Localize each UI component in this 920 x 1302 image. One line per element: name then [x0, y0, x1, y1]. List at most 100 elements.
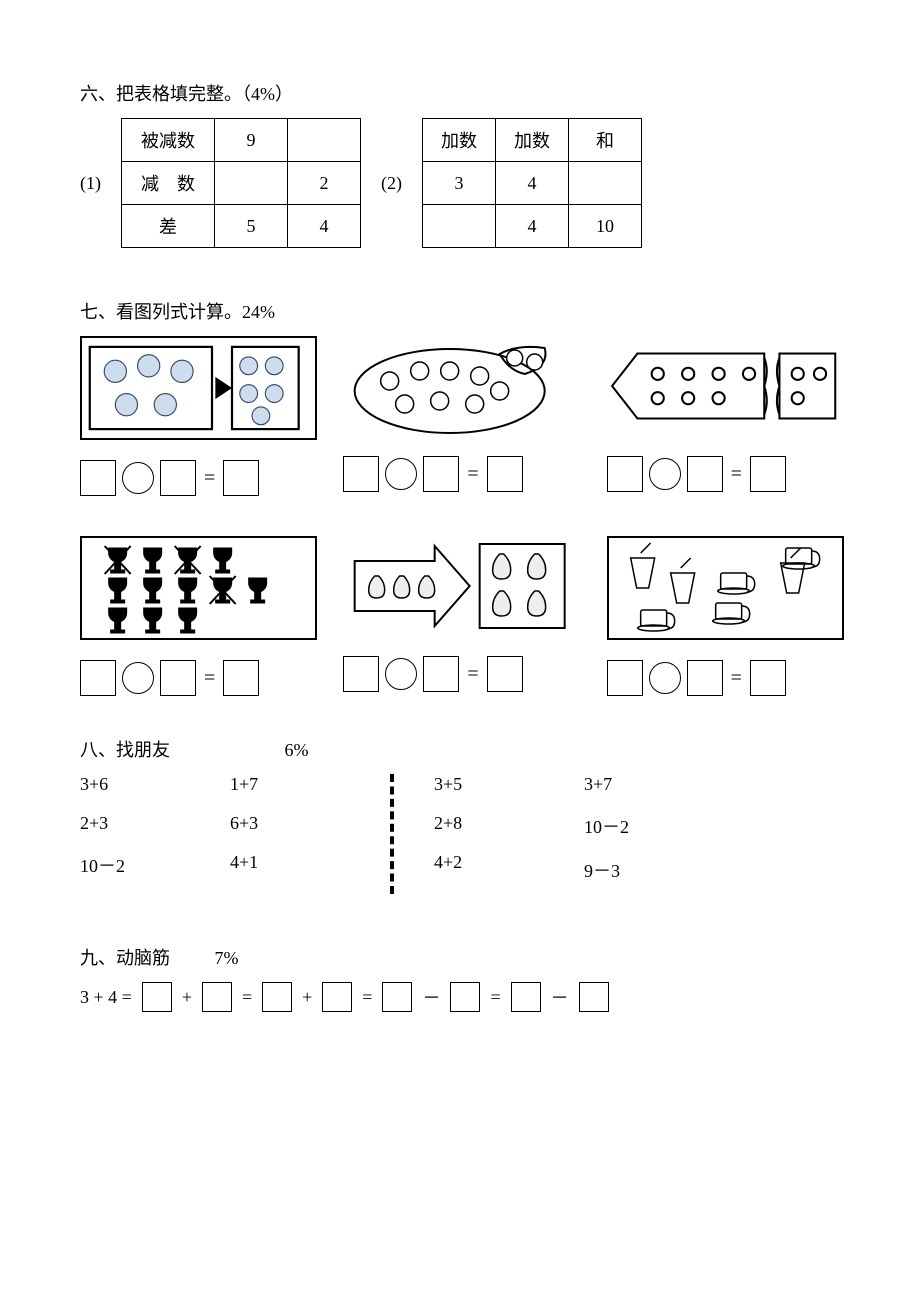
expr: 4+2 — [434, 852, 584, 873]
equals-sign: = — [242, 987, 252, 1008]
eq-box[interactable] — [223, 660, 259, 696]
plus-sign: + — [182, 987, 192, 1008]
eq-box[interactable] — [80, 660, 116, 696]
pears-image — [343, 536, 576, 636]
eq-dots: = — [607, 456, 786, 492]
trophies-image — [80, 536, 317, 640]
eq-box[interactable] — [142, 982, 172, 1012]
sec7-item-flowers: = — [80, 336, 313, 496]
equals-sign: = — [729, 463, 744, 486]
sec7-item-dots: = — [607, 336, 840, 496]
table2-label: (2) — [381, 173, 402, 194]
expr: 9－3 — [584, 857, 734, 883]
eq-box[interactable] — [160, 660, 196, 696]
sec7-row2: = — [80, 536, 840, 696]
equals-sign: = — [729, 667, 744, 690]
eq-box[interactable] — [202, 982, 232, 1012]
equals-sign: = — [465, 663, 480, 686]
section8-title-text: 八、找朋友 — [80, 740, 170, 760]
eq-cups: = — [607, 660, 786, 696]
t1-r1c0: 减 数 — [122, 162, 215, 205]
eq-box[interactable] — [262, 982, 292, 1012]
table2: 加数 加数 和 3 4 4 10 — [422, 118, 642, 248]
t2-r0c2[interactable] — [569, 162, 642, 205]
section9-equation: 3 + 4 = + = + = － = － — [80, 982, 840, 1012]
eq-box[interactable] — [750, 456, 786, 492]
eq-box[interactable] — [487, 656, 523, 692]
t2-r1c2: 10 — [569, 205, 642, 248]
section6-title: 六、把表格填完整。（4%） — [80, 80, 840, 106]
eq-pears: = — [343, 656, 522, 692]
eq-op[interactable] — [649, 458, 681, 490]
table1-label: (1) — [80, 173, 101, 194]
eq-box[interactable] — [607, 660, 643, 696]
eq-flowers: = — [80, 460, 259, 496]
eq-box[interactable] — [450, 982, 480, 1012]
eq-box[interactable] — [687, 456, 723, 492]
t1-r1c1[interactable] — [215, 162, 288, 205]
section9-percent: 7% — [215, 948, 239, 968]
expr: 4+1 — [230, 852, 380, 873]
expr: 2+8 — [434, 813, 584, 834]
sec9-leading: 3 + 4 = — [80, 987, 132, 1008]
t2-r0c0: 3 — [423, 162, 496, 205]
eq-box[interactable] — [160, 460, 196, 496]
section9-title: 九、动脑筋 7% — [80, 944, 840, 970]
divider-dashed — [390, 774, 394, 894]
eq-op[interactable] — [122, 662, 154, 694]
plus-sign: + — [302, 987, 312, 1008]
eq-box[interactable] — [487, 456, 523, 492]
balls-image — [343, 336, 576, 436]
minus-sign: － — [551, 984, 569, 1010]
equals-sign: = — [465, 463, 480, 486]
eq-balls: = — [343, 456, 522, 492]
eq-box[interactable] — [343, 456, 379, 492]
flowers-image — [80, 336, 317, 440]
expr: 10－2 — [80, 852, 230, 878]
t1-r0c2[interactable] — [288, 119, 361, 162]
eq-op[interactable] — [385, 458, 417, 490]
eq-box[interactable] — [223, 460, 259, 496]
eq-box[interactable] — [607, 456, 643, 492]
equals-sign: = — [490, 987, 500, 1008]
t2-r1c1: 4 — [496, 205, 569, 248]
t2-h2: 和 — [569, 119, 642, 162]
eq-op[interactable] — [385, 658, 417, 690]
equals-sign: = — [362, 987, 372, 1008]
expr: 1+7 — [230, 774, 380, 795]
t1-r1c2: 2 — [288, 162, 361, 205]
t2-h0: 加数 — [423, 119, 496, 162]
sec8-right-colB: 3+7 10－2 9－3 — [584, 774, 734, 894]
sec8-left-colA: 3+6 2+3 10－2 — [80, 774, 230, 894]
eq-box[interactable] — [343, 656, 379, 692]
eq-box[interactable] — [382, 982, 412, 1012]
t1-r0c1: 9 — [215, 119, 288, 162]
t1-r2c2: 4 — [288, 205, 361, 248]
eq-box[interactable] — [423, 456, 459, 492]
eq-box[interactable] — [687, 660, 723, 696]
eq-op[interactable] — [122, 462, 154, 494]
sec7-item-pears: = — [343, 536, 576, 696]
equals-sign: = — [202, 667, 217, 690]
expr: 3+5 — [434, 774, 584, 795]
sec7-row1: = = — [80, 336, 840, 496]
t2-r1c0[interactable] — [423, 205, 496, 248]
expr: 3+6 — [80, 774, 230, 795]
eq-box[interactable] — [423, 656, 459, 692]
eq-box[interactable] — [322, 982, 352, 1012]
expr: 6+3 — [230, 813, 380, 834]
t2-r0c1: 4 — [496, 162, 569, 205]
eq-box[interactable] — [579, 982, 609, 1012]
minus-sign: － — [422, 984, 440, 1010]
t1-r2c1: 5 — [215, 205, 288, 248]
eq-box[interactable] — [511, 982, 541, 1012]
eq-box[interactable] — [750, 660, 786, 696]
sec8-right-colA: 3+5 2+8 4+2 — [434, 774, 584, 894]
expr: 2+3 — [80, 813, 230, 834]
eq-op[interactable] — [649, 662, 681, 694]
t1-r0c0: 被减数 — [122, 119, 215, 162]
eq-box[interactable] — [80, 460, 116, 496]
sec7-item-cups: = — [607, 536, 840, 696]
table1: 被减数 9 减 数 2 差 5 4 — [121, 118, 361, 248]
section7-title: 七、看图列式计算。24% — [80, 298, 840, 324]
